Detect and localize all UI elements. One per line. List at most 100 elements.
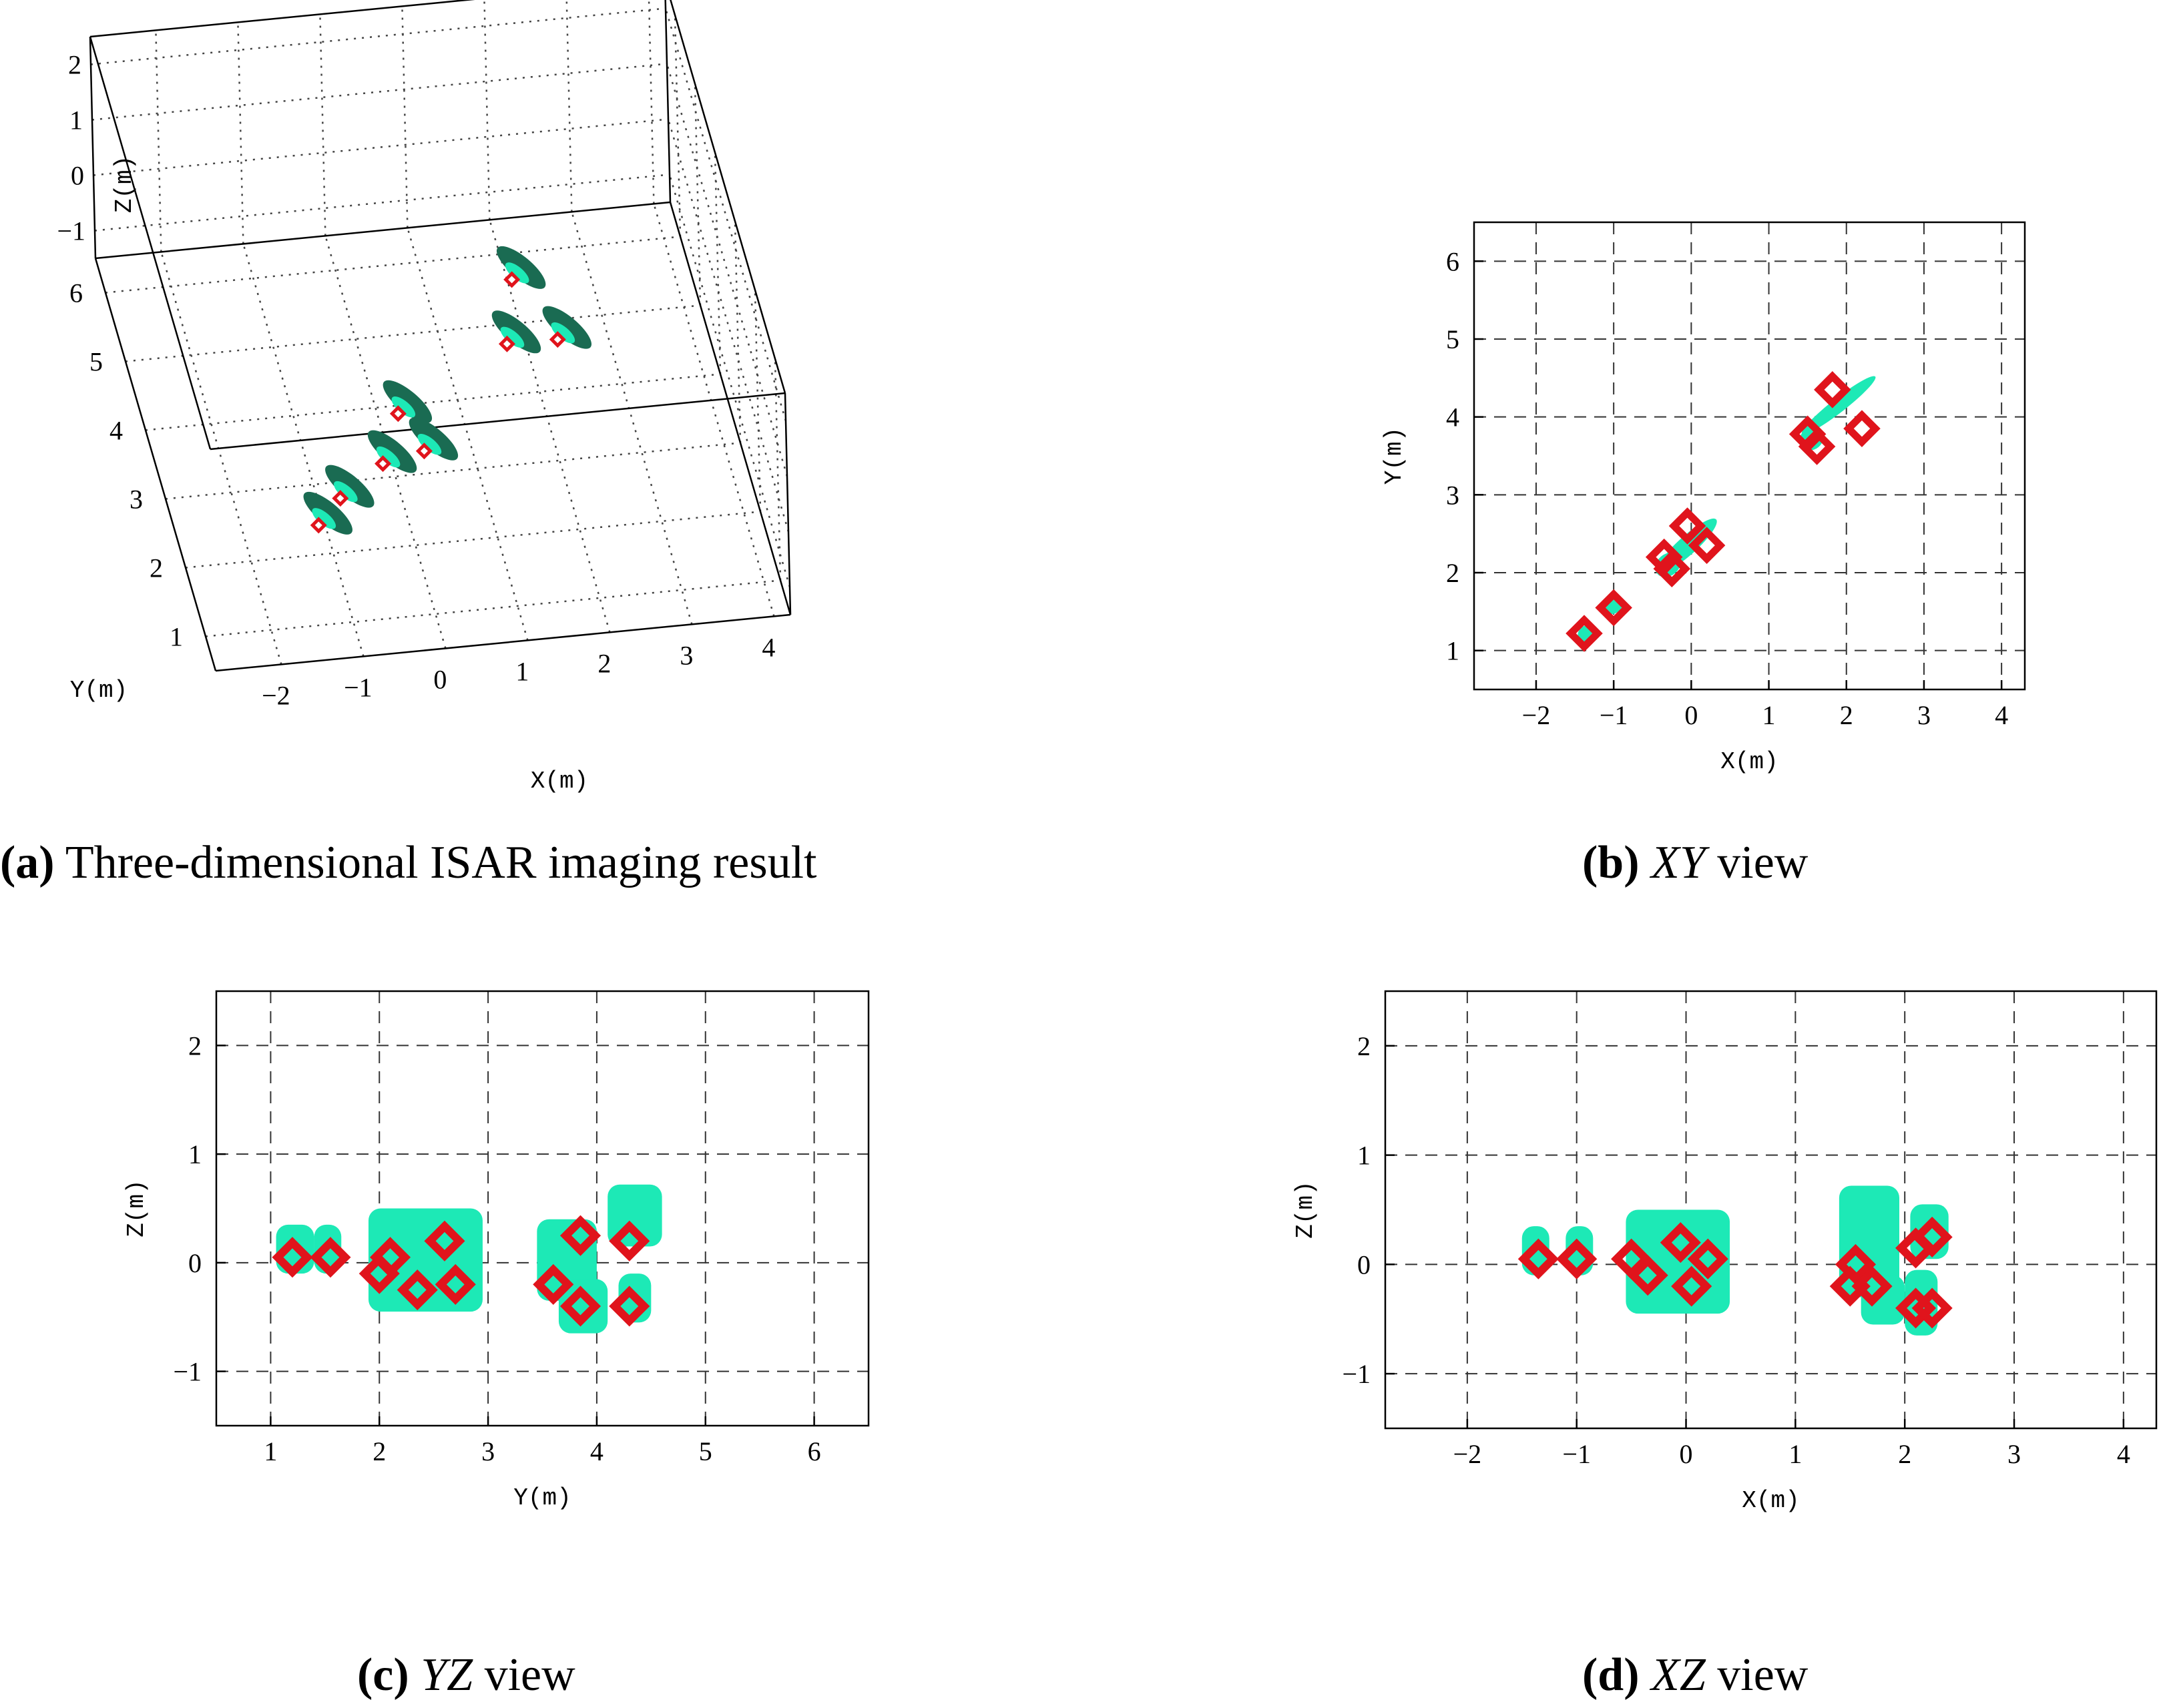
floor-gridline [160,252,282,665]
target-blob-3d [542,306,592,349]
x-tick-label: 1 [1788,1439,1802,1469]
x-tick-label: −2 [262,680,290,710]
target-blob-3d [303,491,352,535]
y-tick-label: 3 [130,485,143,515]
wall-gridline [319,14,326,236]
caption-d-label: (d) [1582,1649,1640,1701]
y-tick-label: 1 [188,1139,202,1169]
y-tick-label: 3 [1446,480,1459,510]
target-region [1861,1275,1905,1325]
scatterer-marker [1517,1238,1559,1279]
y-tick-label: 6 [1446,246,1459,276]
x-tick-label: 6 [808,1436,821,1466]
z-axis-label: Z(m) [111,156,138,213]
box-edge [89,0,475,38]
plot-frame [1473,221,2026,691]
scatterer-marker [397,1269,438,1311]
x-tick-label: 3 [680,640,693,670]
box-edge [669,202,792,615]
scatterer-marker [533,1263,574,1305]
floor-gridline [125,304,701,362]
target-highlight-3d [417,433,442,455]
scatterer-marker [435,1263,476,1305]
panel-b-xy-plot: −2 −1 0 1 2 3 4 1 2 3 4 5 6 X(m) Y(m) [1381,221,2026,776]
wall-gridline [754,290,762,512]
scatterer-marker-3d [389,405,407,422]
caption-d-text: view [1706,1649,1809,1701]
wall-gridline [674,15,682,237]
y-tick-label: 2 [150,553,163,583]
caption-b-italic: XY [1649,837,1710,888]
scatterer-marker-3d [375,455,392,473]
y-tick-label: 4 [109,416,123,446]
target-highlight-3d [505,262,529,284]
caption-d-italic: XZ [1649,1649,1706,1701]
caption-b: (b) XY view [1582,837,1809,888]
caption-a-label: (a) [0,837,55,888]
y-tick-label: −1 [1342,1359,1371,1389]
floor-gridline [165,442,741,500]
scatterer-marker [1911,1288,1953,1329]
y-axis-label: Y(m) [1381,427,1408,485]
x-tick-label: −2 [1453,1439,1482,1469]
y-axis-label: Z(m) [123,1179,150,1237]
scatterer-marker [1798,428,1836,465]
scatterer-marker [1911,1216,1953,1257]
scatterer-marker-3d [549,331,566,348]
z-tick-label: 2 [68,50,81,80]
scatterer-marker-3d [415,443,433,460]
target-blob [1801,376,1876,435]
wall-gridline [155,30,162,252]
wall-gridline [714,152,722,374]
target-blob-3d [325,465,375,508]
scatterer-marker [559,1215,602,1256]
x-tick-label: 0 [1680,1439,1693,1469]
scatterer-marker [272,1237,313,1278]
caption-a-text: Three-dimensional ISAR imaging result [55,837,817,888]
target-blob-3d [383,380,433,423]
box-edge [670,0,786,394]
wall-gridline [694,83,702,306]
wall-gridline [666,63,788,477]
x-tick-label: 2 [1840,700,1853,730]
x-tick-label: 0 [1684,700,1698,730]
box-edge [215,613,791,672]
wall-gridline [664,8,787,421]
wall-gridline [483,0,491,220]
z-tick-label: 0 [71,161,84,191]
x-axis-label: X(m) [1742,1487,1799,1514]
box-edge [95,201,671,260]
x-tick-label: 3 [1917,700,1931,730]
y-tick-label: 4 [1446,402,1459,433]
scatterer-marker [1556,1238,1598,1279]
scatterer-marker [559,1286,602,1327]
y-tick-label: 5 [89,347,103,377]
y-axis-label: Y(m) [70,677,128,704]
scatterer-marker [1627,1255,1668,1296]
panel-d-xz-plot: −2 −1 0 1 2 3 4 −1 0 1 2 X(m) Z(m) [1292,990,2158,1514]
x-axis-label: X(m) [531,768,588,795]
box-edge [89,36,212,450]
caption-c: (c) YZ view [357,1649,575,1701]
x-tick-label: 2 [597,648,611,678]
scatterer-marker [1595,589,1632,627]
x-tick-label: 4 [590,1436,604,1466]
target-blob-3d [367,430,417,473]
target-blob-3d [496,246,546,289]
y-tick-label: 1 [1357,1141,1371,1171]
x-tick-label: −1 [344,672,373,702]
target-region [558,1279,608,1334]
x-tick-label: 2 [1898,1439,1911,1469]
caption-c-italic: YZ [421,1649,473,1701]
scatterer-marker [1653,550,1691,587]
box-edge [210,392,786,451]
target-highlight-3d [312,508,336,529]
scatterer-marker [1566,615,1603,652]
scatterer-marker [1671,1265,1712,1307]
scatterer-marker [1835,1243,1877,1285]
x-tick-label: 4 [1995,700,2008,730]
y-tick-label: 0 [188,1248,202,1278]
target-blob-3d [409,417,459,461]
x-tick-label: 3 [481,1436,495,1466]
